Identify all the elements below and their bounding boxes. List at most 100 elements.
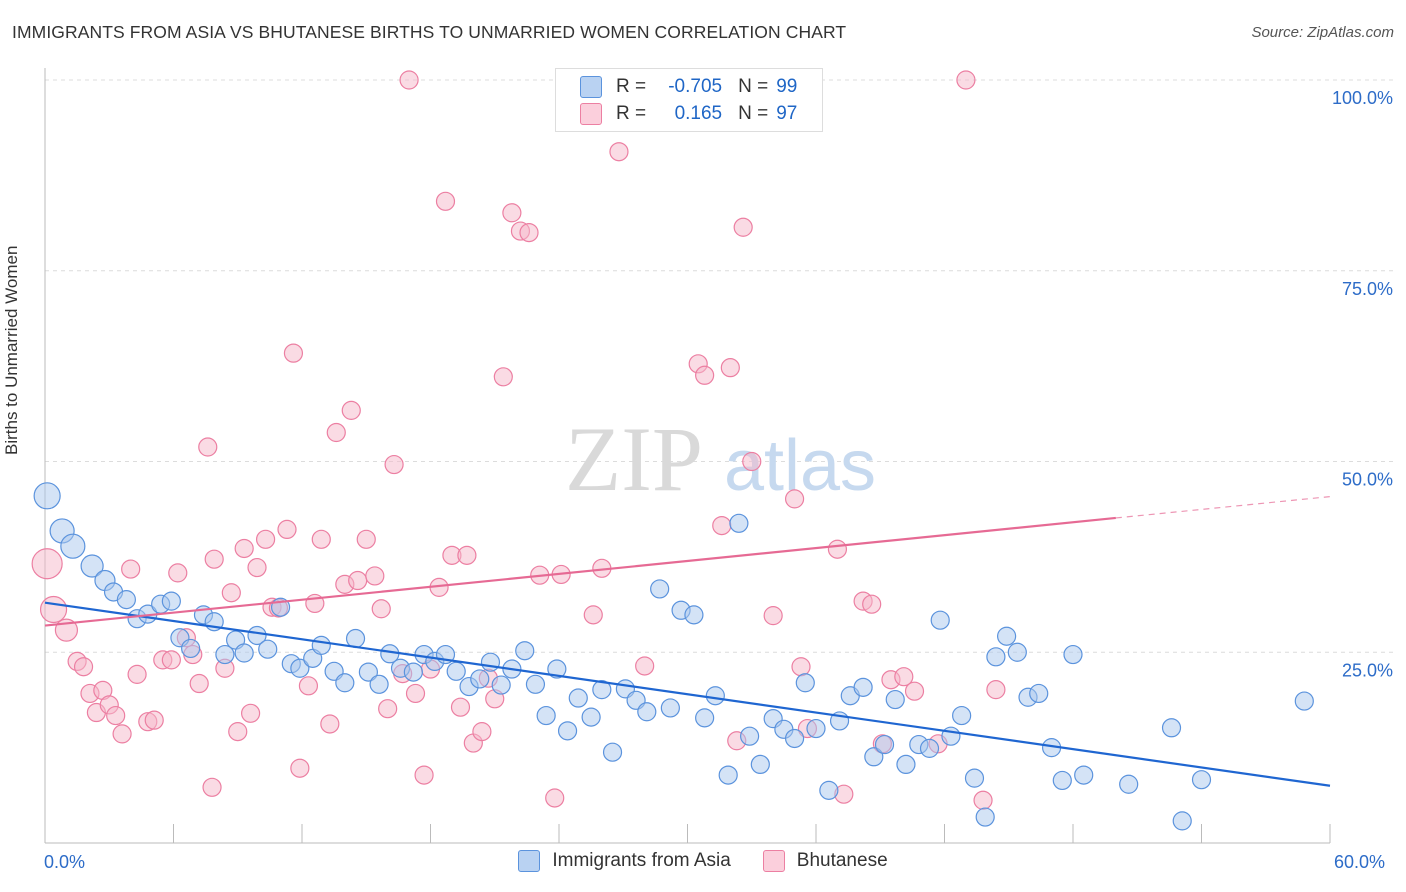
asia-point — [684, 605, 704, 625]
asia-point — [637, 702, 657, 722]
asia-point — [853, 677, 873, 697]
bhutanese-point — [161, 650, 181, 670]
asia-point — [358, 662, 378, 682]
bhutanese-point — [341, 400, 361, 420]
bhutanese-point — [371, 599, 391, 619]
bhutanese-point — [635, 656, 655, 676]
bhutanese-trend-line — [44, 516, 1116, 627]
bhutanese-point — [127, 664, 147, 684]
asia-point — [997, 626, 1017, 646]
legend-item-bhutanese[interactable]: Bhutanese — [762, 850, 888, 872]
bhutanese-point — [457, 545, 477, 565]
bhutanese-trend-extension — [1115, 496, 1331, 519]
watermark-zip: ZIP — [565, 408, 703, 510]
r-label: R = — [616, 76, 647, 97]
asia-point — [335, 673, 355, 693]
asia-point — [896, 754, 916, 775]
asia-point — [750, 754, 770, 775]
bhutanese-point — [609, 142, 629, 162]
bhutanese-point — [742, 451, 762, 472]
legend-item-asia[interactable]: Immigrants from Asia — [518, 850, 731, 872]
asia-point — [1191, 770, 1212, 790]
bhutanese-point — [973, 790, 993, 810]
n-label: N = — [738, 103, 769, 124]
bhutanese-point — [189, 673, 209, 694]
asia-point — [80, 554, 104, 578]
asia-point — [1074, 765, 1094, 785]
r-label: R = — [616, 103, 647, 124]
bhutanese-point — [384, 454, 404, 475]
asia-point — [258, 639, 278, 659]
source-label: Source: ZipAtlas.com — [1251, 24, 1394, 41]
asia-point — [1172, 811, 1192, 831]
y-tick-label: 100.0% — [1332, 88, 1393, 108]
asia-point — [705, 686, 725, 706]
bhutanese-point — [73, 657, 94, 677]
chart-title: IMMIGRANTS FROM ASIA VS BHUTANESE BIRTHS… — [12, 22, 847, 42]
asia-point — [290, 658, 310, 678]
legend-swatch-asia — [580, 76, 602, 98]
bhutanese-point — [121, 559, 141, 579]
bhutanese-point — [311, 529, 331, 549]
bhutanese-point — [106, 705, 126, 726]
asia-point — [311, 635, 331, 655]
asia-point — [650, 579, 670, 599]
asia-point — [986, 647, 1006, 667]
bhutanese-point — [202, 777, 222, 797]
asia-point — [215, 644, 235, 665]
bhutanese-point — [956, 70, 976, 90]
bhutanese-point — [168, 563, 188, 583]
bhutanese-point — [348, 570, 368, 591]
asia-point — [819, 780, 839, 800]
asia-point — [1161, 718, 1182, 738]
asia-point — [234, 643, 254, 663]
bhutanese-point — [283, 343, 304, 363]
bhutanese-point — [894, 667, 914, 687]
bhutanese-point — [204, 549, 224, 569]
asia-point — [446, 661, 466, 681]
asia-point — [345, 628, 366, 649]
bhutanese-point — [378, 699, 398, 719]
bhutanese-point — [493, 367, 513, 387]
legend-label-asia: Immigrants from Asia — [552, 850, 731, 871]
bhutanese-point — [405, 683, 426, 704]
bhutanese-point — [320, 714, 340, 734]
bhutanese-point — [519, 223, 539, 243]
bhutanese-point — [39, 595, 68, 624]
bhutanese-point — [228, 722, 248, 742]
bhutanese-point — [221, 583, 241, 603]
correlation-legend: R = -0.705 N = 99 R = 0.165 N = 97 — [555, 68, 823, 132]
legend-label-bhutanese: Bhutanese — [796, 850, 888, 871]
bhutanese-point — [450, 697, 471, 717]
asia-point — [491, 675, 511, 695]
asia-point — [480, 652, 501, 672]
bhutanese-point — [733, 217, 753, 237]
asia-point — [729, 513, 749, 533]
bhutanese-point — [791, 657, 811, 677]
asia-point — [403, 662, 423, 682]
bhutanese-point — [435, 191, 456, 211]
asia-point — [60, 533, 86, 559]
asia-point — [964, 768, 985, 788]
asia-point — [660, 698, 680, 718]
asia-point — [864, 747, 884, 767]
y-tick-labels: 100.0% 75.0% 50.0% 25.0% — [1332, 88, 1393, 680]
x-tick-min: 0.0% — [44, 852, 86, 872]
y-tick-label: 50.0% — [1342, 470, 1393, 490]
asia-point — [557, 721, 578, 741]
bhutanese-point — [545, 788, 565, 808]
legend-swatch-bhutanese — [762, 850, 785, 872]
axes — [44, 68, 1331, 844]
bhutanese-point — [904, 681, 925, 701]
legend-row-asia: R = -0.705 N = 99 — [580, 75, 797, 99]
asia-point — [161, 591, 181, 611]
bhutanese-point — [365, 566, 385, 586]
asia-point — [740, 726, 760, 746]
bhutanese-point — [247, 557, 267, 578]
bhutanese-point — [583, 605, 603, 625]
bhutanese-point — [298, 676, 319, 696]
bhutanese-point — [695, 365, 715, 385]
y-tick-label: 25.0% — [1342, 660, 1393, 680]
asia-point — [695, 708, 715, 728]
asia-point — [470, 669, 490, 689]
